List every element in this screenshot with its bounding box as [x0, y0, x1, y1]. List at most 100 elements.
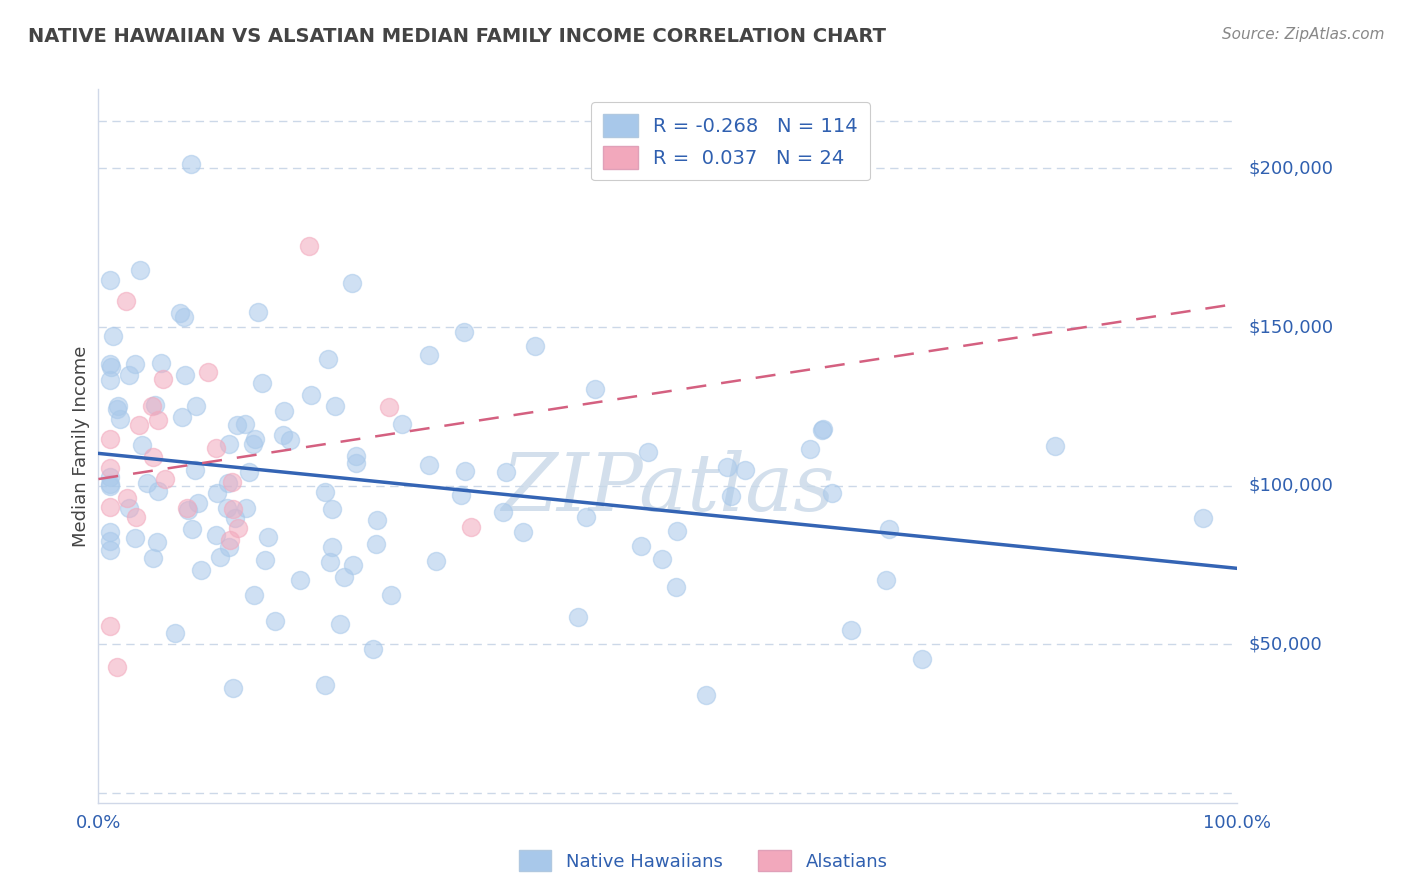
- Point: [344, 449, 367, 463]
- Point: [264, 614, 287, 628]
- Point: [98, 357, 121, 371]
- Point: [585, 382, 607, 396]
- Point: [316, 351, 339, 366]
- Point: [346, 456, 368, 470]
- Point: [273, 404, 295, 418]
- Point: [695, 688, 717, 702]
- Point: [665, 580, 688, 594]
- Legend: R = -0.268   N = 114, R =  0.037   N = 24: R = -0.268 N = 114, R = 0.037 N = 24: [592, 103, 870, 180]
- Point: [218, 436, 240, 450]
- Point: [278, 433, 301, 447]
- Point: [453, 326, 475, 340]
- Point: [129, 263, 152, 277]
- Point: [190, 563, 212, 577]
- Point: [169, 306, 191, 320]
- Point: [247, 305, 270, 319]
- Text: Source: ZipAtlas.com: Source: ZipAtlas.com: [1222, 27, 1385, 42]
- Point: [716, 460, 738, 475]
- Point: [101, 329, 124, 343]
- Point: [238, 465, 260, 479]
- Point: [98, 470, 121, 484]
- Point: [298, 238, 321, 252]
- Point: [98, 479, 121, 493]
- Point: [271, 427, 294, 442]
- Point: [105, 402, 128, 417]
- Point: [319, 555, 342, 569]
- Point: [170, 410, 193, 425]
- Point: [321, 502, 343, 516]
- Point: [146, 413, 169, 427]
- Point: [98, 476, 121, 491]
- Point: [146, 484, 169, 499]
- Point: [98, 373, 121, 387]
- Point: [340, 276, 363, 290]
- Point: [524, 338, 547, 352]
- Point: [839, 623, 862, 637]
- Point: [799, 442, 821, 456]
- Point: [197, 365, 219, 379]
- Point: [225, 417, 247, 432]
- Point: [288, 573, 311, 587]
- Point: [361, 642, 384, 657]
- Point: [98, 618, 121, 632]
- Point: [224, 510, 246, 524]
- Point: [163, 626, 186, 640]
- Point: [118, 501, 141, 516]
- Point: [153, 472, 176, 486]
- Point: [204, 528, 226, 542]
- Point: [180, 157, 202, 171]
- Point: [173, 310, 195, 324]
- Point: [810, 423, 832, 437]
- Point: [218, 540, 240, 554]
- Point: [813, 422, 835, 436]
- Point: [226, 521, 249, 535]
- Point: [460, 520, 482, 534]
- Point: [98, 534, 121, 549]
- Text: $150,000: $150,000: [1249, 318, 1333, 336]
- Point: [131, 438, 153, 452]
- Point: [184, 399, 207, 413]
- Point: [242, 437, 264, 451]
- Point: [142, 550, 165, 565]
- Point: [243, 589, 266, 603]
- Point: [299, 387, 322, 401]
- Point: [253, 553, 276, 567]
- Point: [911, 652, 934, 666]
- Point: [152, 372, 174, 386]
- Point: [215, 500, 238, 515]
- Point: [418, 458, 440, 473]
- Point: [107, 400, 129, 414]
- Point: [637, 445, 659, 459]
- Point: [495, 465, 517, 479]
- Point: [666, 524, 689, 539]
- Point: [821, 485, 844, 500]
- Point: [98, 500, 121, 515]
- Point: [125, 510, 148, 524]
- Point: [143, 399, 166, 413]
- Text: ZIPatlas: ZIPatlas: [501, 450, 835, 527]
- Text: NATIVE HAWAIIAN VS ALSATIAN MEDIAN FAMILY INCOME CORRELATION CHART: NATIVE HAWAIIAN VS ALSATIAN MEDIAN FAMIL…: [28, 27, 886, 45]
- Point: [245, 432, 267, 446]
- Point: [141, 399, 163, 413]
- Point: [209, 549, 232, 564]
- Point: [380, 588, 402, 602]
- Point: [425, 554, 447, 568]
- Point: [177, 503, 200, 517]
- Point: [391, 417, 413, 431]
- Point: [651, 551, 673, 566]
- Point: [235, 500, 257, 515]
- Point: [630, 539, 652, 553]
- Point: [124, 531, 146, 545]
- Point: [146, 535, 169, 549]
- Point: [173, 368, 195, 382]
- Point: [222, 681, 245, 695]
- Point: [115, 294, 138, 309]
- Point: [136, 475, 159, 490]
- Text: $50,000: $50,000: [1249, 635, 1322, 653]
- Point: [720, 489, 742, 503]
- Point: [187, 495, 209, 509]
- Point: [100, 359, 122, 374]
- Point: [219, 533, 242, 548]
- Point: [314, 485, 336, 500]
- Point: [342, 558, 364, 572]
